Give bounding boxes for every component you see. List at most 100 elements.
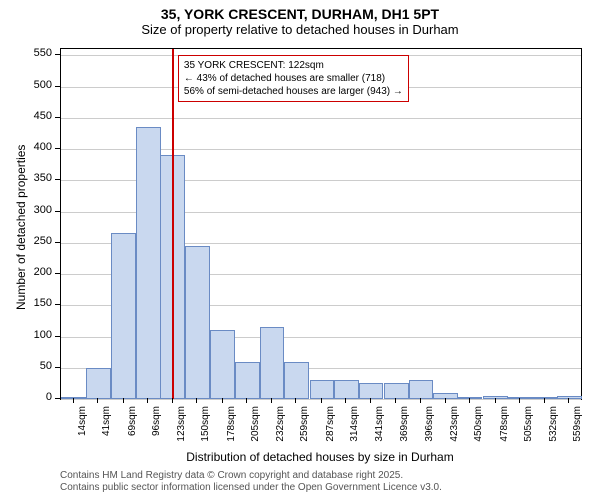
ytick-mark	[55, 179, 60, 180]
histogram-bar	[359, 383, 384, 399]
xtick-label: 450sqm	[473, 406, 484, 450]
footer-line2: Contains public sector information licen…	[60, 482, 442, 494]
histogram-bar	[409, 380, 434, 399]
xtick-mark	[196, 398, 197, 403]
histogram-bar	[458, 397, 483, 399]
annotation-line: ← 43% of detached houses are smaller (71…	[184, 72, 403, 85]
xtick-label: 205sqm	[250, 406, 261, 450]
xtick-label: 369sqm	[399, 406, 410, 450]
histogram-bar	[384, 383, 409, 399]
xtick-mark	[345, 398, 346, 403]
xtick-mark	[321, 398, 322, 403]
xtick-mark	[495, 398, 496, 403]
ytick-mark	[55, 211, 60, 212]
ytick-label: 400	[22, 141, 52, 153]
xtick-mark	[97, 398, 98, 403]
xtick-mark	[469, 398, 470, 403]
y-axis-label: Number of detached properties	[14, 145, 28, 310]
histogram-bar	[111, 233, 136, 399]
ytick-mark	[55, 242, 60, 243]
x-axis-label: Distribution of detached houses by size …	[60, 450, 580, 464]
ytick-mark	[55, 117, 60, 118]
xtick-label: 259sqm	[299, 406, 310, 450]
ytick-label: 350	[22, 172, 52, 184]
histogram-bar	[86, 368, 111, 399]
footer-attribution: Contains HM Land Registry data © Crown c…	[60, 470, 442, 494]
histogram-bar	[284, 362, 309, 400]
xtick-label: 532sqm	[548, 406, 559, 450]
property-marker-line	[172, 49, 174, 399]
histogram-bar	[235, 362, 260, 400]
xtick-mark	[420, 398, 421, 403]
xtick-label: 232sqm	[275, 406, 286, 450]
plot-area: 35 YORK CRESCENT: 122sqm← 43% of detache…	[60, 48, 582, 400]
ytick-label: 550	[22, 47, 52, 59]
ytick-mark	[55, 86, 60, 87]
histogram-bar	[260, 327, 285, 399]
ytick-label: 0	[22, 391, 52, 403]
xtick-mark	[147, 398, 148, 403]
histogram-bar	[136, 127, 161, 399]
xtick-mark	[544, 398, 545, 403]
histogram-bar	[433, 393, 458, 399]
ytick-label: 250	[22, 235, 52, 247]
xtick-mark	[568, 398, 569, 403]
xtick-mark	[519, 398, 520, 403]
histogram-bar	[210, 330, 235, 399]
xtick-label: 478sqm	[499, 406, 510, 450]
ytick-mark	[55, 148, 60, 149]
ytick-label: 450	[22, 110, 52, 122]
ytick-label: 200	[22, 266, 52, 278]
xtick-label: 341sqm	[374, 406, 385, 450]
xtick-label: 96sqm	[151, 406, 162, 450]
xtick-label: 178sqm	[226, 406, 237, 450]
ytick-label: 500	[22, 79, 52, 91]
xtick-label: 41sqm	[101, 406, 112, 450]
xtick-mark	[271, 398, 272, 403]
histogram-bar	[508, 397, 533, 399]
ytick-mark	[55, 54, 60, 55]
annotation-box: 35 YORK CRESCENT: 122sqm← 43% of detache…	[178, 55, 409, 102]
xtick-label: 150sqm	[200, 406, 211, 450]
ytick-mark	[55, 273, 60, 274]
ytick-mark	[55, 336, 60, 337]
xtick-label: 505sqm	[523, 406, 534, 450]
xtick-label: 287sqm	[325, 406, 336, 450]
histogram-bar	[185, 246, 210, 399]
histogram-bar	[532, 397, 557, 399]
xtick-label: 423sqm	[449, 406, 460, 450]
xtick-label: 396sqm	[424, 406, 435, 450]
histogram-bar	[557, 396, 582, 399]
chart-title-sub: Size of property relative to detached ho…	[0, 22, 600, 41]
xtick-mark	[395, 398, 396, 403]
xtick-mark	[73, 398, 74, 403]
ytick-label: 50	[22, 360, 52, 372]
annotation-line: 56% of semi-detached houses are larger (…	[184, 85, 403, 98]
histogram-bar	[310, 380, 335, 399]
xtick-label: 559sqm	[572, 406, 583, 450]
chart-title-main: 35, YORK CRESCENT, DURHAM, DH1 5PT	[0, 0, 600, 22]
xtick-label: 69sqm	[127, 406, 138, 450]
xtick-mark	[222, 398, 223, 403]
ytick-label: 300	[22, 204, 52, 216]
xtick-label: 14sqm	[77, 406, 88, 450]
xtick-mark	[123, 398, 124, 403]
histogram-bar	[334, 380, 359, 399]
histogram-bar	[61, 397, 86, 399]
ytick-label: 100	[22, 329, 52, 341]
chart-container: 35, YORK CRESCENT, DURHAM, DH1 5PT Size …	[0, 0, 600, 500]
xtick-mark	[295, 398, 296, 403]
gridline	[61, 118, 581, 119]
histogram-bar	[483, 396, 508, 399]
xtick-label: 314sqm	[349, 406, 360, 450]
xtick-mark	[445, 398, 446, 403]
ytick-mark	[55, 398, 60, 399]
ytick-mark	[55, 304, 60, 305]
annotation-line: 35 YORK CRESCENT: 122sqm	[184, 59, 403, 72]
ytick-label: 150	[22, 297, 52, 309]
xtick-label: 123sqm	[176, 406, 187, 450]
xtick-mark	[246, 398, 247, 403]
xtick-mark	[370, 398, 371, 403]
xtick-mark	[172, 398, 173, 403]
footer-line1: Contains HM Land Registry data © Crown c…	[60, 470, 442, 482]
